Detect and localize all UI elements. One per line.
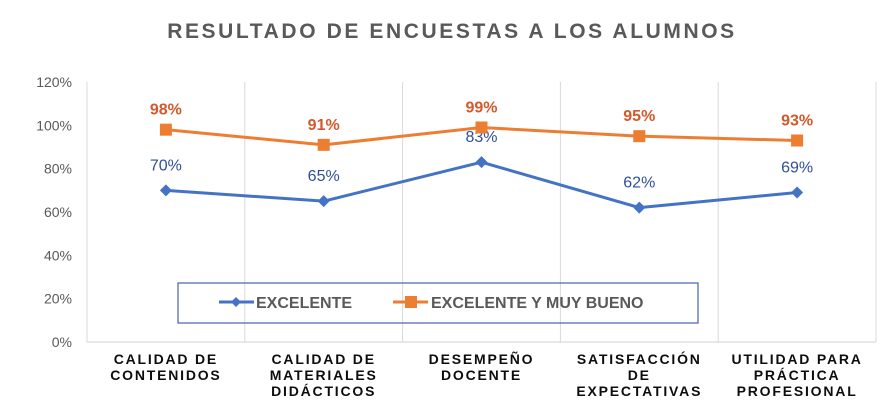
- series-excelente: 70% 65% 83% 62% 69%: [150, 129, 813, 214]
- y-tick-label: 0%: [52, 334, 72, 350]
- y-tick-label: 40%: [44, 247, 72, 263]
- x-tick-label: PROFESIONAL: [737, 383, 858, 399]
- gridlines: [86, 82, 877, 343]
- legend-label-excelente: EXCELENTE: [256, 295, 352, 312]
- y-tick-label: 100%: [36, 117, 72, 133]
- series-group: 70% 65% 83% 62% 69% 98% 91% 99% 95% 93%: [150, 100, 813, 214]
- x-tick-label: EXPECTATIVAS: [576, 383, 702, 399]
- data-label: 91%: [308, 117, 340, 134]
- x-tick-label: UTILIDAD PARA: [731, 351, 862, 367]
- x-tick-label: DESEMPEÑO: [429, 350, 535, 367]
- legend-marker-square: [405, 296, 417, 308]
- x-tick-label: PRÁCTICA: [754, 367, 841, 383]
- y-axis-ticks: 0% 20% 40% 60% 80% 100% 120%: [36, 74, 72, 350]
- series-excelente-y-muy-bueno: 98% 91% 99% 95% 93%: [150, 100, 813, 151]
- chart-title: RESULTADO DE ENCUESTAS A LOS ALUMNOS: [167, 20, 737, 43]
- data-label: 95%: [623, 108, 655, 125]
- x-tick-label: CALIDAD DE: [114, 351, 218, 367]
- y-tick-label: 80%: [44, 161, 72, 177]
- data-point-square: [791, 134, 804, 147]
- data-point-diamond: [791, 186, 804, 199]
- y-tick-label: 20%: [44, 291, 72, 307]
- data-point-diamond: [475, 156, 488, 169]
- y-tick-label: 60%: [44, 204, 72, 220]
- legend-box: [177, 282, 699, 324]
- data-point-diamond: [633, 201, 646, 214]
- x-tick-label: CONTENIDOS: [110, 367, 221, 383]
- legend-label-excelente-y-muy-bueno: EXCELENTE Y MUY BUENO: [431, 295, 644, 312]
- data-label: 98%: [150, 102, 182, 119]
- x-tick-label: DE: [628, 367, 651, 383]
- data-point-square: [633, 130, 646, 143]
- series-line: [165, 160, 798, 210]
- data-label: 83%: [465, 129, 497, 146]
- data-label: 69%: [781, 160, 813, 177]
- data-label: 70%: [150, 157, 182, 174]
- data-point-square: [475, 121, 488, 134]
- legend: EXCELENTE EXCELENTE Y MUY BUENO: [177, 282, 699, 324]
- x-tick-label: DOCENTE: [441, 367, 522, 383]
- data-point-square: [317, 138, 330, 151]
- x-tick-label: CALIDAD DE: [272, 351, 376, 367]
- data-label: 62%: [623, 175, 655, 192]
- x-tick-label: DIDÁCTICOS: [271, 383, 376, 399]
- x-tick-label: SATISFACCIÓN: [577, 350, 702, 367]
- y-tick-label: 120%: [36, 74, 72, 90]
- data-label: 99%: [465, 100, 497, 117]
- data-point-square: [159, 123, 172, 136]
- data-point-diamond: [159, 184, 172, 197]
- legend-marker-diamond: [231, 297, 241, 307]
- data-label: 65%: [308, 168, 340, 185]
- data-label: 93%: [781, 113, 813, 130]
- data-point-diamond: [317, 195, 330, 208]
- x-tick-label: MATERIALES: [270, 367, 378, 383]
